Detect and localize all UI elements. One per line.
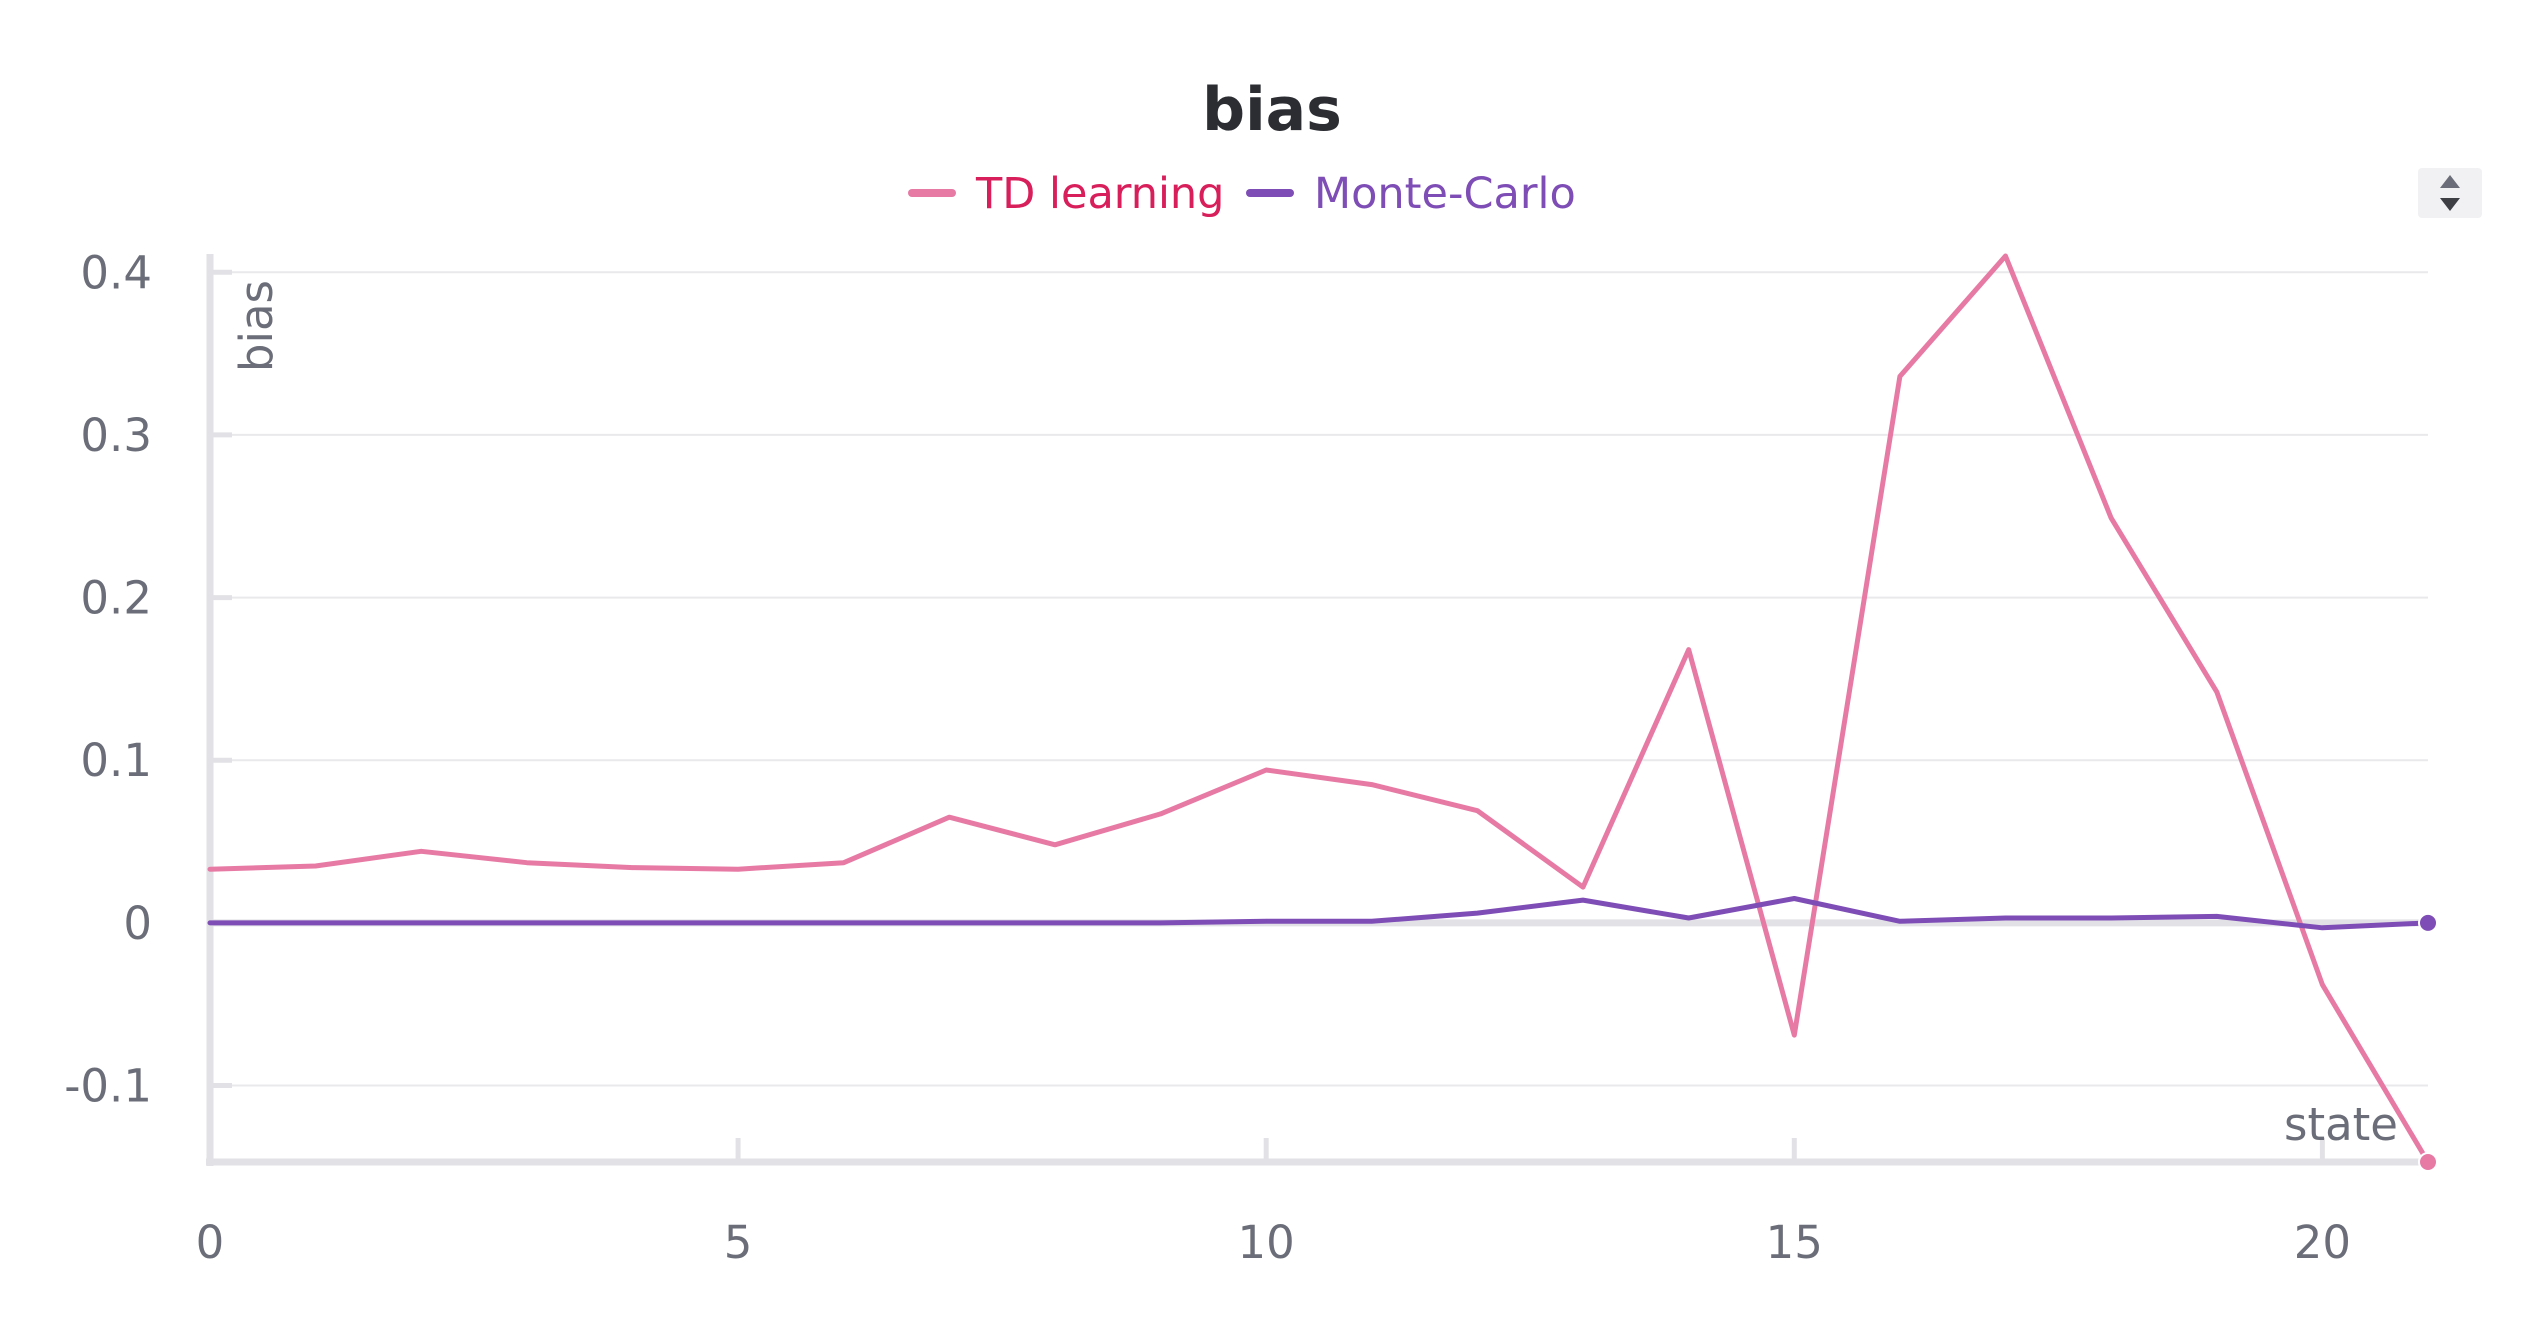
series-end-marker — [2418, 1152, 2438, 1172]
legend-label: Monte-Carlo — [1314, 169, 1576, 219]
legend: TD learning Monte-Carlo — [908, 169, 1576, 219]
data-point — [737, 922, 739, 924]
data-point — [209, 922, 211, 924]
axes — [206, 254, 2428, 1166]
sort-down-icon — [2440, 198, 2460, 211]
x-tick-label: 5 — [724, 1216, 753, 1269]
data-point — [1054, 844, 1056, 846]
series-end-marker — [2418, 912, 2438, 933]
data-point — [1160, 922, 1162, 924]
data-point — [2110, 517, 2112, 519]
data-point — [1582, 899, 1584, 901]
data-point — [1688, 649, 1690, 651]
legend-item[interactable]: TD learning — [908, 169, 1224, 219]
y-tick-label: 0.2 — [80, 572, 152, 625]
data-point — [1265, 769, 1267, 771]
data-point — [1899, 920, 1901, 922]
data-point — [1265, 920, 1267, 922]
data-point — [1476, 810, 1478, 812]
data-point — [1054, 922, 1056, 924]
data-point — [631, 867, 633, 869]
legend-label: TD learning — [975, 169, 1224, 219]
y-axis-title: bias — [230, 280, 283, 372]
data-point — [1899, 375, 1901, 377]
x-tick-label: 0 — [196, 1216, 225, 1269]
x-tick-label: 10 — [1238, 1216, 1295, 1269]
data-point — [526, 862, 528, 864]
data-point — [737, 868, 739, 870]
data-point — [2321, 984, 2323, 986]
data-point — [526, 922, 528, 924]
data-point — [1160, 813, 1162, 815]
x-tick-label: 20 — [2294, 1216, 2351, 1269]
data-point — [209, 868, 211, 870]
data-point — [2216, 915, 2218, 917]
data-point — [420, 922, 422, 924]
data-point — [1793, 897, 1795, 899]
sort-up-icon — [2440, 175, 2460, 188]
y-tick-label: 0 — [123, 897, 152, 950]
data-point — [1371, 784, 1373, 786]
y-tick-label: -0.1 — [64, 1060, 152, 1113]
y-tick-label: 0.4 — [80, 246, 152, 299]
data-point — [315, 922, 317, 924]
data-point — [948, 816, 950, 818]
data-point — [948, 922, 950, 924]
grid-lines — [210, 271, 2428, 1087]
data-point — [1793, 1034, 1795, 1036]
y-tick-label: 0.1 — [80, 734, 152, 787]
data-point — [631, 922, 633, 924]
series-monte-carlo — [207, 896, 2438, 933]
data-point — [2321, 927, 2323, 929]
y-tick-label: 0.3 — [80, 409, 152, 462]
data-point — [2005, 255, 2007, 257]
data-point — [843, 862, 845, 864]
data-point — [1476, 912, 1478, 914]
series-td-learning — [207, 253, 2438, 1172]
data-point — [1688, 917, 1690, 919]
tick-labels: 0.4 0.3 0.2 0.1 0 -0.1 0 5 10 15 20 — [64, 246, 2351, 1269]
data-point — [1371, 920, 1373, 922]
legend-sort-toggle[interactable] — [2418, 168, 2482, 218]
series-line — [207, 253, 2431, 1165]
x-tick-label: 15 — [1766, 1216, 1823, 1269]
data-point — [1582, 886, 1584, 888]
data-point — [2216, 691, 2218, 693]
legend-item[interactable]: Monte-Carlo — [1246, 169, 1576, 219]
x-axis-title: state — [2284, 1098, 2398, 1151]
chart-title: bias — [1202, 75, 1342, 145]
data-point — [315, 865, 317, 867]
series-layer — [207, 253, 2438, 1172]
series-line — [207, 896, 2431, 931]
data-point — [2110, 917, 2112, 919]
data-point — [2005, 917, 2007, 919]
data-point — [843, 922, 845, 924]
data-point — [420, 850, 422, 852]
